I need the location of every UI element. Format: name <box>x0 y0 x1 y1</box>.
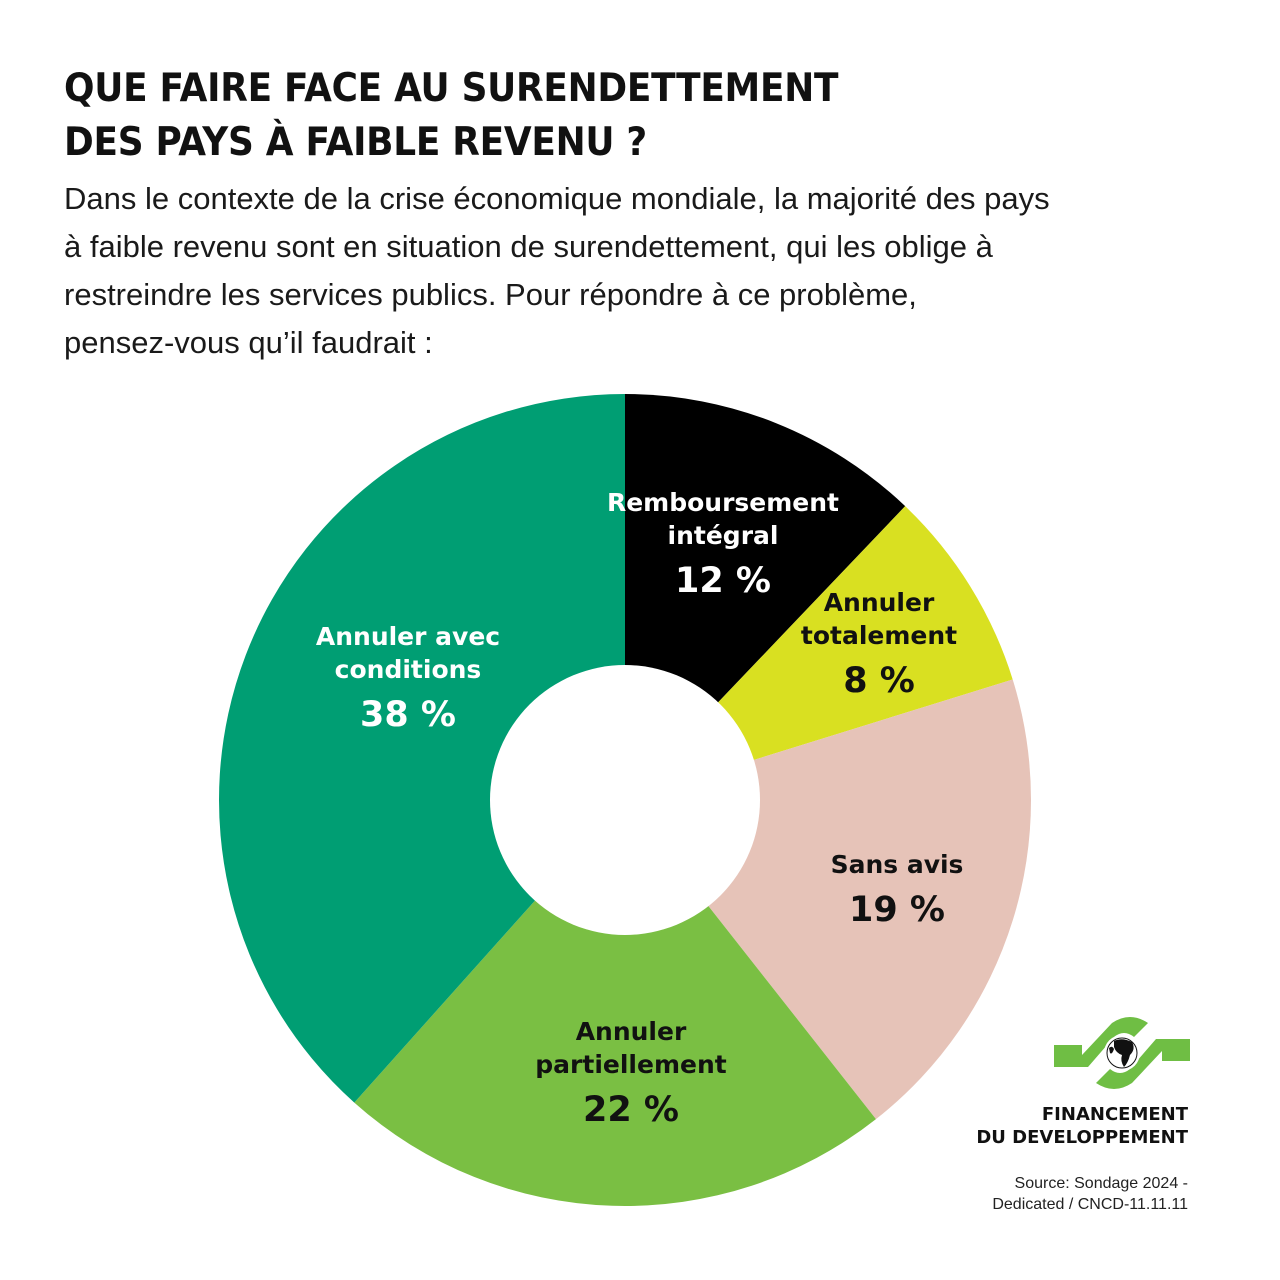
slice-annuler-avec-conditions <box>218 393 625 1103</box>
source-line-2: Dedicated / CNCD-11.11.11 <box>992 1196 1188 1213</box>
source-note: Source: Sondage 2024 - Dedicated / CNCD-… <box>992 1173 1188 1215</box>
slice-name: Annuler <box>575 1017 687 1046</box>
slice-percent: 38 % <box>360 695 456 735</box>
slice-label-sans-avis: Sans avis 19 % <box>797 848 997 933</box>
intro-line-3: restreindre les services publics. Pour r… <box>64 277 917 312</box>
slice-name: intégral <box>667 521 779 550</box>
intro-line-2: à faible revenu sont en situation de sur… <box>64 229 993 264</box>
source-line-1: Source: Sondage 2024 - <box>1014 1175 1188 1192</box>
title-line-2: DES PAYS À FAIBLE REVENU ? <box>64 120 647 165</box>
slice-name: Remboursement <box>606 488 840 517</box>
slice-name: totalement <box>800 621 958 650</box>
slice-name: Sans avis <box>830 850 964 879</box>
slice-percent: 19 % <box>849 890 945 930</box>
org-line-1: FINANCEMENT <box>1041 1104 1188 1125</box>
title-line-1: QUE FAIRE FACE AU SURENDETTEMENT <box>64 66 839 111</box>
intro-line-4: pensez-vous qu’il faudrait : <box>64 325 433 360</box>
slice-annuler-partiellement <box>354 800 876 1206</box>
slice-percent: 12 % <box>675 561 771 601</box>
slice-label-remboursement: Remboursement intégral 12 % <box>573 486 873 604</box>
slice-label-annuler-avec-conditions: Annuler avec conditions 38 % <box>258 620 558 738</box>
intro-line-1: Dans le contexte de la crise économique … <box>64 181 1050 216</box>
slice-label-annuler-totalement: Annuler totalement 8 % <box>779 586 979 704</box>
slice-name: conditions <box>334 655 482 684</box>
page-title: QUE FAIRE FACE AU SURENDETTEMENT DES PAY… <box>64 62 838 170</box>
slice-name: Annuler <box>823 588 935 617</box>
intro-text: Dans le contexte de la crise économique … <box>64 175 1214 367</box>
slice-percent: 8 % <box>843 661 915 701</box>
slice-label-annuler-partiellement: Annuler partiellement 22 % <box>481 1015 781 1133</box>
donut-hole <box>490 665 760 935</box>
slice-percent: 22 % <box>583 1090 679 1130</box>
slice-name: partiellement <box>535 1050 727 1079</box>
organization-name: FINANCEMENT DU DEVELOPPEMENT <box>976 1103 1188 1149</box>
org-line-2: DU DEVELOPPEMENT <box>976 1127 1188 1148</box>
slice-name: Annuler avec <box>315 622 501 651</box>
globe-with-green-arrows-icon <box>1054 1017 1190 1089</box>
